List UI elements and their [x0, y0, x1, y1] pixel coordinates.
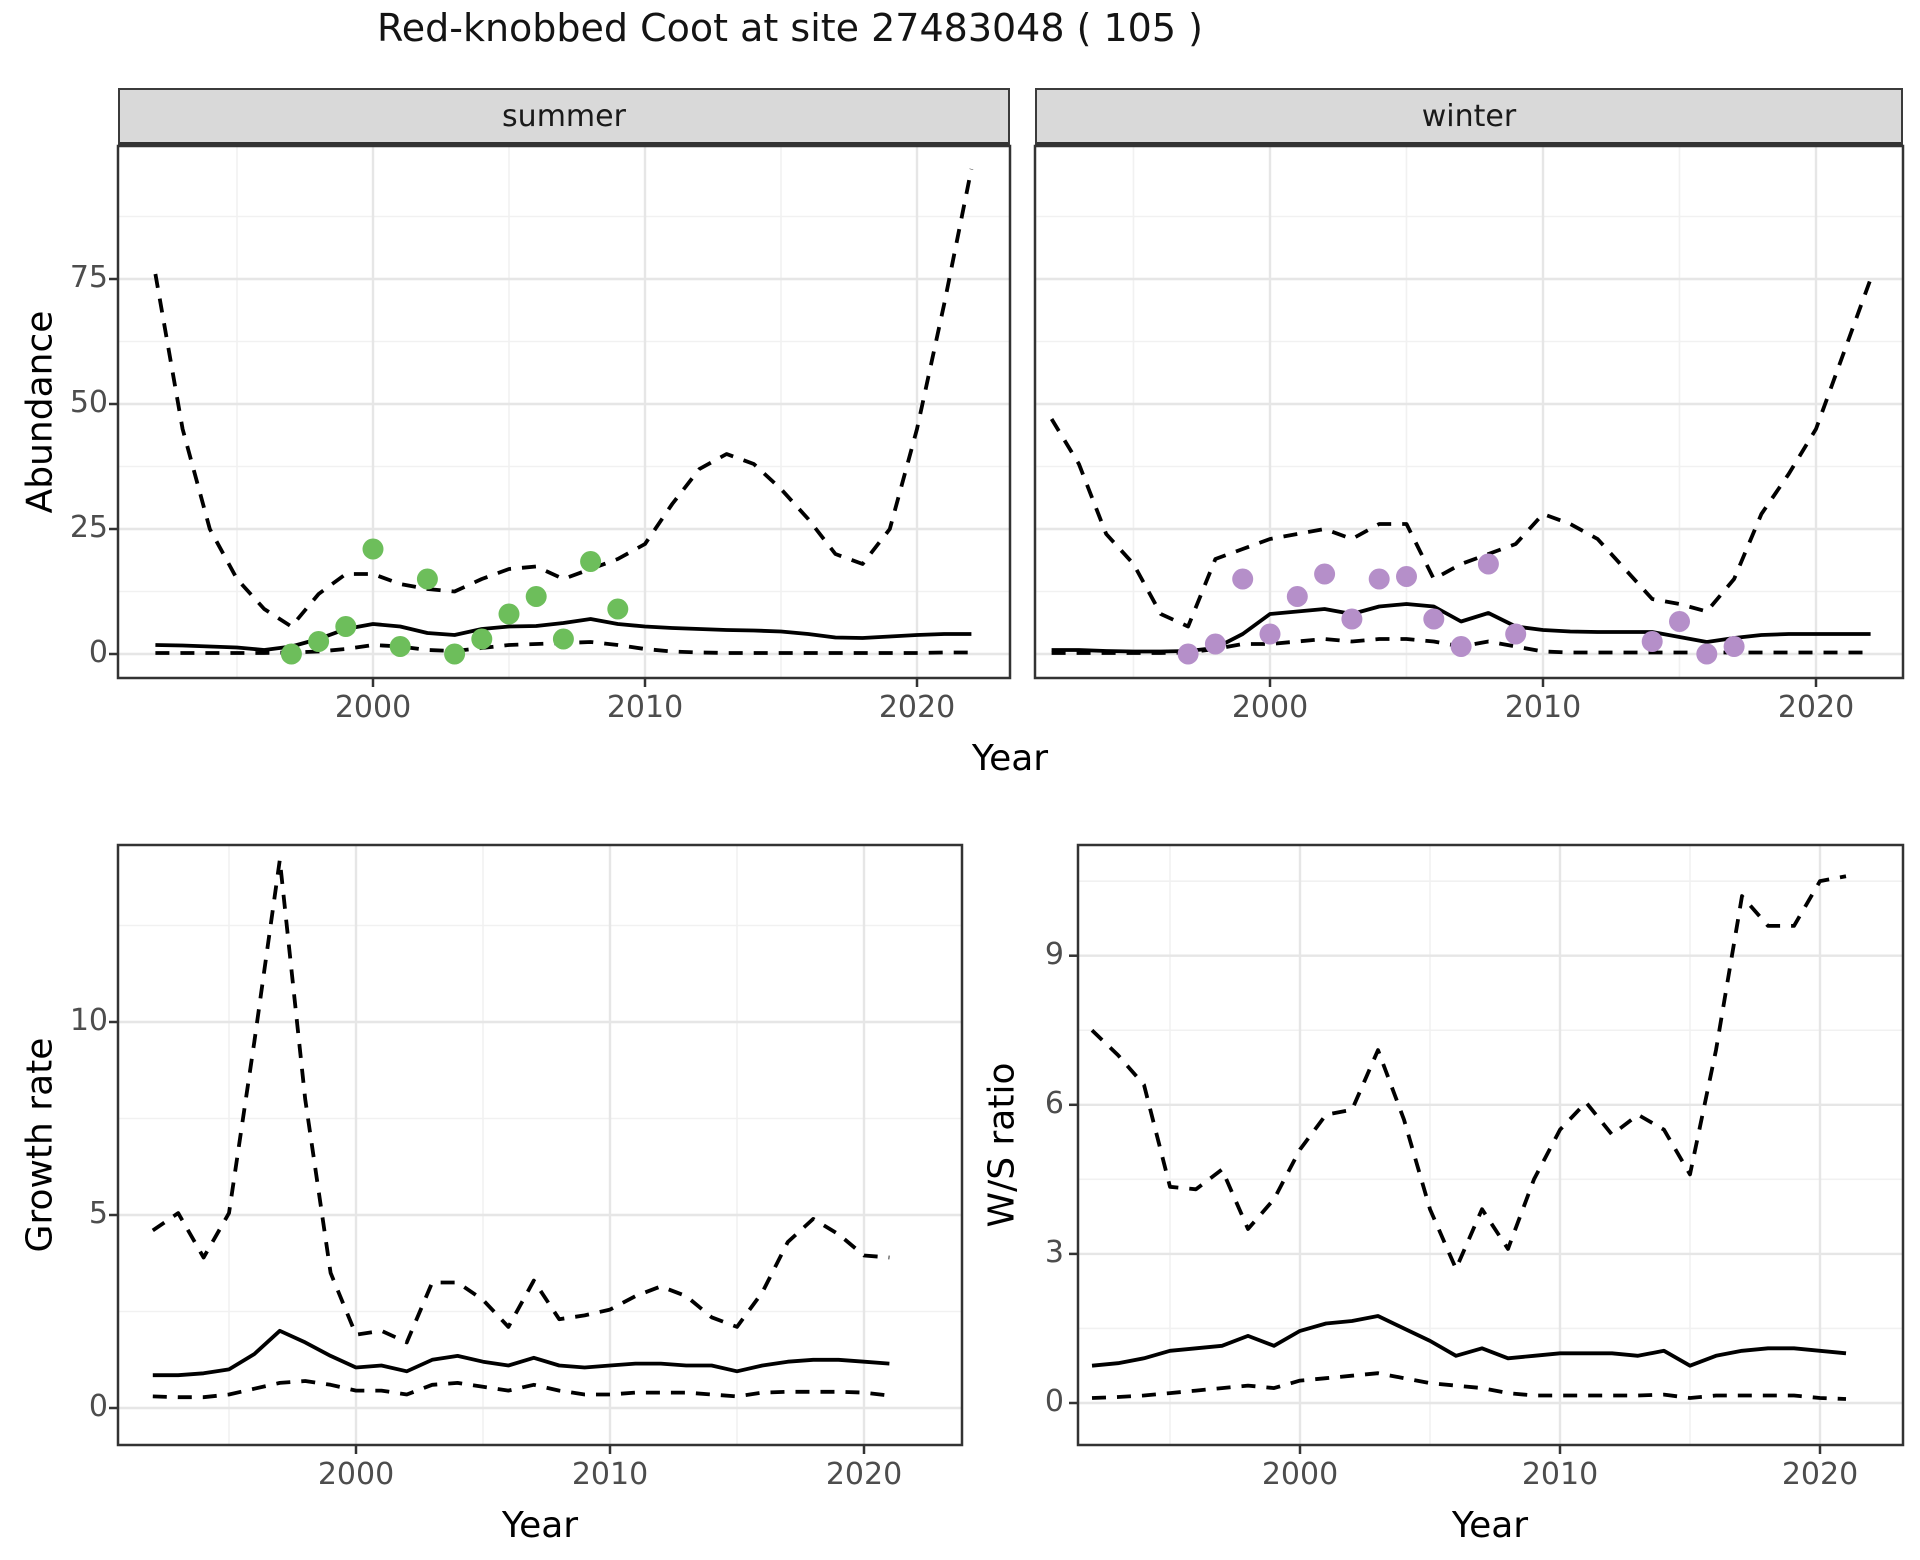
x-tick-label: 2010 [1521, 1457, 1599, 1492]
abundance_winter-observed-point [1341, 608, 1363, 630]
facet-strip-summer-label: summer [502, 98, 626, 134]
abundance_winter-observed-point [1286, 586, 1308, 607]
abundance_winter-observed-point [1669, 611, 1690, 632]
growth_rate-median-line [152, 1328, 890, 1378]
abundance_winter-observed-point [1723, 636, 1745, 657]
abundance_winter-observed-point [1368, 568, 1390, 590]
x-axis-title-bottom-right: Year [1451, 1505, 1529, 1546]
x-axis-title-top: Year [971, 738, 1049, 779]
y-tick-label: 3 [1044, 1234, 1064, 1270]
x-tick-label: 2020 [878, 690, 956, 725]
growth_rate-upper_ci-line [151, 858, 890, 1345]
ws_ratio-border [1076, 843, 1905, 1447]
y-tick-label: 0 [88, 635, 108, 670]
facet-strip-winter-label: winter [1421, 98, 1517, 134]
abundance_winter-observed-point [1641, 631, 1663, 652]
abundance_winter-observed-point [1314, 563, 1336, 585]
abundance_winter-upper_ci-line [1049, 278, 1873, 629]
abundance_winter-observed-point [1450, 636, 1472, 657]
abundance_winter-observed-point [1177, 643, 1199, 665]
abundance_summer-observed-point [362, 538, 384, 560]
abundance_winter-panel [1035, 146, 1903, 678]
abundance_summer-observed-point [580, 551, 602, 572]
growth_rate-lower_ci-line [152, 1379, 890, 1400]
abundance_summer-observed-point [525, 586, 547, 607]
abundance_winter-observed-point [1505, 623, 1527, 645]
ws_ratio-panel [1078, 845, 1903, 1445]
abundance_summer-border [116, 144, 1012, 680]
facet-strip-winter: winter [1035, 88, 1903, 146]
growth_rate-panel [118, 845, 962, 1445]
abundance_summer-upper_ci-line [153, 168, 974, 629]
y-tick-label: 75 [69, 260, 108, 295]
x-tick-label: 2020 [1777, 690, 1855, 725]
x-tick-label: 2000 [1231, 690, 1309, 725]
abundance_summer-observed-point [416, 568, 438, 590]
growth_rate-border [116, 843, 964, 1447]
abundance_winter-observed-point [1232, 568, 1254, 590]
y-tick-label: 5 [88, 1196, 108, 1231]
x-tick-label: 2020 [825, 1457, 903, 1492]
y-tick-label: 10 [69, 1003, 108, 1038]
abundance_summer-observed-point [280, 643, 302, 665]
abundance_summer-observed-point [389, 636, 411, 657]
abundance_summer-observed-point [471, 628, 493, 650]
abundance_winter-observed-point [1396, 566, 1417, 587]
abundance_summer-observed-point [308, 631, 330, 652]
ws_ratio-upper_ci-line [1090, 874, 1847, 1271]
x-tick-label: 2020 [1781, 1457, 1859, 1492]
abundance_summer-panel [118, 146, 1010, 678]
y-tick-label: 0 [1044, 1384, 1064, 1419]
abundance_summer-observed-point [498, 603, 520, 625]
y-tick-label: 6 [1044, 1085, 1064, 1121]
x-tick-label: 2010 [606, 690, 684, 725]
page-title: Red-knobbed Coot at site 27483048 ( 105 … [377, 6, 1203, 50]
x-tick-label: 2000 [317, 1457, 395, 1492]
x-tick-label: 2000 [334, 690, 412, 725]
abundance_winter-observed-point [1204, 633, 1226, 655]
abundance_summer-observed-point [444, 643, 466, 665]
abundance_winter-observed-point [1259, 623, 1281, 645]
y-tick-label: 25 [69, 510, 108, 545]
x-tick-label: 2000 [1261, 1457, 1339, 1492]
abundance_summer-observed-point [607, 598, 629, 620]
abundance_summer-observed-point [335, 616, 357, 637]
y-tick-label: 0 [88, 1389, 108, 1424]
abundance_winter-observed-point [1423, 608, 1445, 630]
x-tick-label: 2010 [571, 1457, 649, 1492]
x-axis-title-bottom-left: Year [501, 1505, 579, 1546]
y-tick-label: 9 [1044, 936, 1064, 972]
facet-strip-summer: summer [118, 88, 1010, 146]
y-tick-label: 50 [69, 385, 108, 420]
abundance_summer-observed-point [552, 628, 574, 650]
ws_ratio-median-line [1091, 1314, 1847, 1368]
x-tick-label: 2010 [1504, 690, 1582, 725]
abundance_winter-border [1033, 144, 1905, 680]
ws_ratio-lower_ci-line [1091, 1371, 1847, 1401]
abundance_winter-observed-point [1477, 553, 1499, 575]
abundance_winter-observed-point [1696, 643, 1718, 665]
